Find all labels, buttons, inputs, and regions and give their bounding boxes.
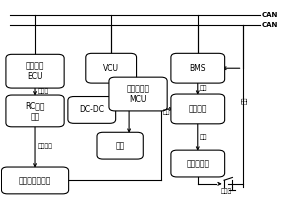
FancyBboxPatch shape <box>2 167 69 194</box>
Text: BMS: BMS <box>190 64 206 73</box>
Text: DC-DC: DC-DC <box>79 105 104 114</box>
FancyBboxPatch shape <box>171 94 225 124</box>
Text: 使能: 使能 <box>200 86 208 91</box>
Text: CAN: CAN <box>262 12 278 18</box>
FancyBboxPatch shape <box>86 53 136 83</box>
Text: 控制: 控制 <box>200 134 208 140</box>
FancyBboxPatch shape <box>6 95 64 127</box>
FancyBboxPatch shape <box>6 54 64 88</box>
Text: 驱动模块: 驱动模块 <box>188 104 207 113</box>
Text: VCU: VCU <box>103 64 119 73</box>
FancyBboxPatch shape <box>97 132 143 159</box>
Text: 电机控制器
MCU: 电机控制器 MCU <box>127 84 150 104</box>
FancyBboxPatch shape <box>109 77 167 111</box>
FancyBboxPatch shape <box>68 97 116 123</box>
FancyBboxPatch shape <box>171 53 225 83</box>
Text: 继电器: 继电器 <box>221 189 232 194</box>
Text: 使能: 使能 <box>162 109 170 115</box>
Text: 运算放大器模块: 运算放大器模块 <box>19 176 51 185</box>
FancyBboxPatch shape <box>171 150 225 177</box>
Text: CAN: CAN <box>262 22 278 28</box>
Text: 高侧驱动器: 高侧驱动器 <box>186 159 209 168</box>
Text: 专用线: 专用线 <box>38 88 49 94</box>
Text: 回读: 回读 <box>242 96 248 104</box>
Text: 电机: 电机 <box>116 141 125 150</box>
Text: 安全气囊
ECU: 安全气囊 ECU <box>26 61 44 81</box>
Text: RC滤波
模块: RC滤波 模块 <box>25 101 45 121</box>
Text: 电平信号: 电平信号 <box>38 144 52 149</box>
